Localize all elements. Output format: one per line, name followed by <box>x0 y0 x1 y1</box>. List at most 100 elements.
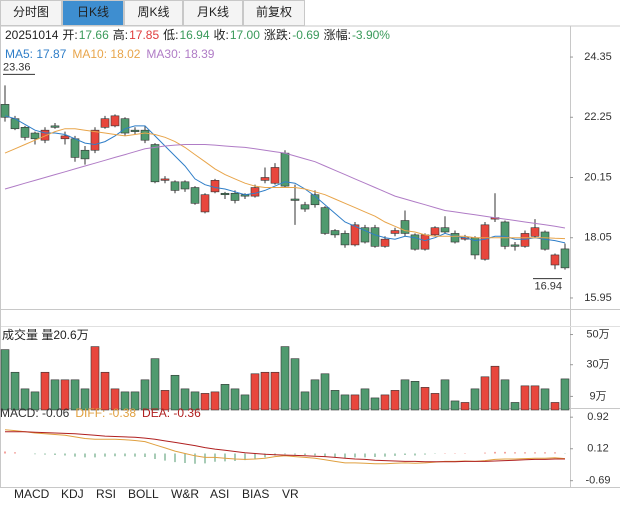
indicator-tab[interactable]: RSI <box>96 487 116 501</box>
tab[interactable] <box>62 0 124 26</box>
volume-bar <box>120 391 130 411</box>
ma-line <box>4 128 566 240</box>
indicator-tab[interactable]: KDJ <box>61 487 84 501</box>
volume-bar <box>210 391 220 411</box>
y-tick-label: 9万 <box>589 390 606 402</box>
candle-body <box>170 181 180 191</box>
volume-bar <box>230 388 240 411</box>
indicator-tab[interactable]: BOLL <box>128 487 159 501</box>
candle-body <box>480 224 490 260</box>
text-part: 20251014 <box>5 28 59 42</box>
tab-label[interactable]: 分时图 <box>13 5 49 19</box>
y-tick-label: 30万 <box>586 359 609 371</box>
volume-bar <box>510 402 520 411</box>
candle-body <box>500 221 510 247</box>
text-part: 低: <box>163 28 178 42</box>
tab-label[interactable]: 日K线 <box>77 5 109 19</box>
candle-body <box>60 135 70 140</box>
volume-bar <box>260 371 270 411</box>
candle-body <box>300 204 310 210</box>
volume-bar <box>150 358 160 411</box>
text-part: MA10: 18.02 <box>72 47 140 61</box>
candle-body <box>440 227 450 233</box>
text-part: DIFF: -0.38 <box>75 406 136 420</box>
candle-body <box>410 234 420 250</box>
y-tick-label: 18.05 <box>584 232 612 244</box>
volume-bar <box>60 379 70 411</box>
text-part: 收: <box>214 28 229 42</box>
legend: MACD: -0.06 DIFF: -0.38 DEA: -0.36 <box>0 406 201 420</box>
candle-body <box>330 230 340 236</box>
text-part: 开: <box>62 28 77 42</box>
text-part: 16.94 <box>179 28 209 42</box>
volume-bar <box>170 374 180 411</box>
candle-body <box>250 187 260 197</box>
y-tick-label: 0.12 <box>587 443 608 455</box>
candle-body <box>430 227 440 236</box>
volume-bar <box>560 378 570 411</box>
panel-title: 成交量 量20.6万 <box>2 327 89 342</box>
indicator-tab[interactable]: BIAS <box>242 487 269 501</box>
tab[interactable] <box>124 0 183 26</box>
text-part: -0.69 <box>292 28 320 42</box>
volume-bar <box>240 394 250 411</box>
tab-label[interactable]: 前复权 <box>256 4 292 19</box>
volume-bar <box>430 393 440 411</box>
volume-bar <box>540 388 550 411</box>
volume-bar <box>30 391 40 411</box>
text-part: -3.90% <box>352 28 390 42</box>
text-part: DEA: -0.36 <box>142 406 201 420</box>
y-tick-label: 50万 <box>586 328 609 340</box>
indicator-tab[interactable]: W&R <box>171 487 199 501</box>
volume-bar <box>450 400 460 411</box>
candle-body <box>380 238 390 247</box>
candle-body <box>270 167 280 184</box>
volume-bar <box>480 376 490 411</box>
volume-bar <box>200 393 210 411</box>
tab[interactable] <box>183 0 243 26</box>
candle-body <box>370 227 380 247</box>
y-tick-label: 24.35 <box>584 51 612 63</box>
candle-body <box>220 192 230 196</box>
volume-bar <box>10 371 20 411</box>
tab-label[interactable]: 月K线 <box>197 5 229 19</box>
tab-label[interactable]: 周K线 <box>137 5 169 19</box>
volume-bar <box>500 379 510 411</box>
candle-body <box>80 149 90 160</box>
volume-bar <box>110 388 120 411</box>
tab[interactable] <box>243 0 305 26</box>
quote-line: 20251014 开:17.66 高:17.85 低:16.94 收:17.00 涨跌:-… <box>5 27 390 42</box>
candle-body <box>120 118 130 134</box>
volume-bar <box>380 394 390 411</box>
indicator-tab[interactable]: VR <box>282 487 299 501</box>
volume-bar <box>50 379 60 411</box>
volume-bar <box>250 373 260 411</box>
volume-bar <box>550 402 560 411</box>
volume-bar <box>390 390 400 411</box>
candle-body <box>30 132 40 140</box>
text-part: 涨跌: <box>264 27 291 42</box>
max-annotation: 23.36 <box>3 61 31 73</box>
volume-bar <box>350 394 360 411</box>
volume-bar <box>160 390 170 411</box>
candle-body <box>230 192 240 201</box>
candle-body <box>0 104 10 118</box>
tab[interactable] <box>0 0 62 26</box>
ma-line <box>4 144 566 229</box>
text-part: 17.00 <box>230 28 260 42</box>
volume-bar <box>100 371 110 411</box>
legend: MA5: 17.87 MA10: 18.02 MA30: 18.39 <box>5 47 215 61</box>
volume-bar <box>220 384 230 411</box>
candle-body <box>150 144 160 183</box>
indicator-tab[interactable]: ASI <box>210 487 229 501</box>
volume-bar <box>490 365 500 411</box>
text-part: MA30: 18.39 <box>146 47 214 61</box>
candle-body <box>190 187 200 204</box>
candle-body <box>40 129 50 141</box>
volume-bar <box>470 388 480 411</box>
indicator-tab[interactable]: MACD <box>14 487 50 501</box>
candle-body <box>510 244 520 247</box>
y-tick-label: -0.69 <box>585 475 610 487</box>
